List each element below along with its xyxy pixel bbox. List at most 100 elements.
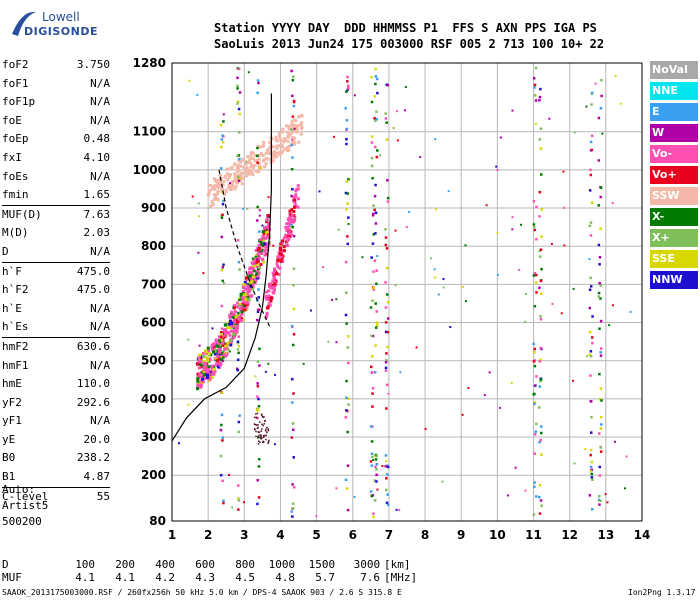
muf-value: 4.1 xyxy=(115,571,136,584)
echo-point xyxy=(219,331,223,335)
echo-point xyxy=(256,79,260,82)
echo-point xyxy=(207,349,211,353)
echo-point xyxy=(262,143,266,147)
echo-point xyxy=(495,165,498,168)
echo-point xyxy=(235,326,239,330)
logo-line2: DIGISONDE xyxy=(24,25,98,38)
echo-point xyxy=(296,124,300,128)
echo-point xyxy=(256,144,260,148)
echo-point xyxy=(280,130,284,134)
echo-point xyxy=(198,372,202,376)
echo-point xyxy=(373,499,377,502)
param-value: 238.2 xyxy=(76,451,110,465)
echo-point xyxy=(395,110,398,113)
echo-point xyxy=(539,379,542,383)
echo-point xyxy=(291,401,294,404)
y-tick-label: 900 xyxy=(141,201,166,215)
echo-point xyxy=(230,321,234,325)
echo-point xyxy=(277,132,281,136)
echo-point xyxy=(230,185,234,189)
echo-point xyxy=(228,313,232,317)
echo-point xyxy=(265,157,269,161)
echo-point xyxy=(256,395,259,398)
x-tick-label: 14 xyxy=(634,528,651,542)
echo-point xyxy=(222,499,225,502)
d-unit: [km] xyxy=(384,558,411,571)
echo-point xyxy=(219,473,223,477)
echo-point xyxy=(283,147,287,151)
plot-frame xyxy=(171,62,643,522)
echo-point xyxy=(538,190,542,194)
echo-point xyxy=(538,512,542,515)
echo-point xyxy=(222,331,226,335)
echo-point xyxy=(524,489,527,492)
echo-point xyxy=(290,194,293,198)
echo-point xyxy=(258,347,261,351)
d-value: 100 xyxy=(75,558,96,571)
echo-point xyxy=(255,318,259,322)
echo-point xyxy=(273,280,277,284)
echo-point xyxy=(232,315,236,319)
echo-point xyxy=(441,480,444,483)
echo-point xyxy=(260,430,263,432)
echo-point xyxy=(279,252,283,256)
echo-point xyxy=(590,460,594,464)
legend-ssw: SSW xyxy=(650,187,698,205)
echo-point xyxy=(219,340,223,344)
echo-point xyxy=(213,352,217,356)
echo-point xyxy=(384,321,388,324)
echo-point xyxy=(236,301,240,305)
echo-point xyxy=(217,182,221,186)
echo-point xyxy=(219,454,223,458)
echo-point xyxy=(335,487,338,490)
echo-point xyxy=(386,200,390,203)
echo-point xyxy=(518,269,521,272)
param-row-mufd: MUF(D) 7.63 xyxy=(2,204,110,225)
echo-point xyxy=(371,355,374,358)
echo-point xyxy=(374,67,377,71)
echo-point xyxy=(292,195,296,199)
echo-point xyxy=(369,460,373,463)
echo-point xyxy=(208,377,212,381)
echo-point xyxy=(408,210,411,213)
echo-point xyxy=(263,236,267,240)
echo-point xyxy=(275,144,279,148)
echo-point xyxy=(282,139,286,143)
echo-point xyxy=(239,292,243,296)
echo-point xyxy=(606,501,609,504)
echo-point xyxy=(375,463,379,466)
echo-point xyxy=(287,132,291,136)
echo-point xyxy=(221,266,225,269)
echo-point xyxy=(374,82,377,86)
echo-point xyxy=(229,339,233,343)
echo-point xyxy=(256,385,260,388)
echo-point xyxy=(231,320,235,324)
echo-point xyxy=(374,232,377,235)
echo-point xyxy=(263,416,265,418)
echo-point xyxy=(263,435,265,437)
echo-point xyxy=(372,212,375,216)
echo-point xyxy=(248,267,252,271)
echo-point xyxy=(540,208,543,211)
echo-point xyxy=(405,225,408,228)
logo-swoosh-icon xyxy=(12,11,36,36)
param-row-md: M(D) 2.03 xyxy=(2,224,110,243)
echo-point xyxy=(300,126,304,130)
echo-point xyxy=(371,213,375,217)
echo-point xyxy=(604,493,607,496)
echo-point xyxy=(599,186,603,189)
echo-point xyxy=(256,276,260,280)
echo-point xyxy=(276,151,280,155)
echo-point xyxy=(281,259,285,263)
echo-point xyxy=(371,334,375,338)
param-name: foF2 xyxy=(2,58,29,71)
legend-w: W xyxy=(650,124,698,142)
echo-point xyxy=(255,424,258,426)
polarization-legend: NoVal NNE E W Vo- Vo+ SSW X- X+ SSE NNW xyxy=(650,61,698,292)
echo-point xyxy=(299,123,303,127)
autoscaling-info: Auto: Artist5 500200 xyxy=(2,482,48,530)
echo-point xyxy=(344,191,348,195)
echo-point xyxy=(265,228,269,232)
echo-point xyxy=(300,113,304,117)
d-value: 200 xyxy=(115,558,136,571)
